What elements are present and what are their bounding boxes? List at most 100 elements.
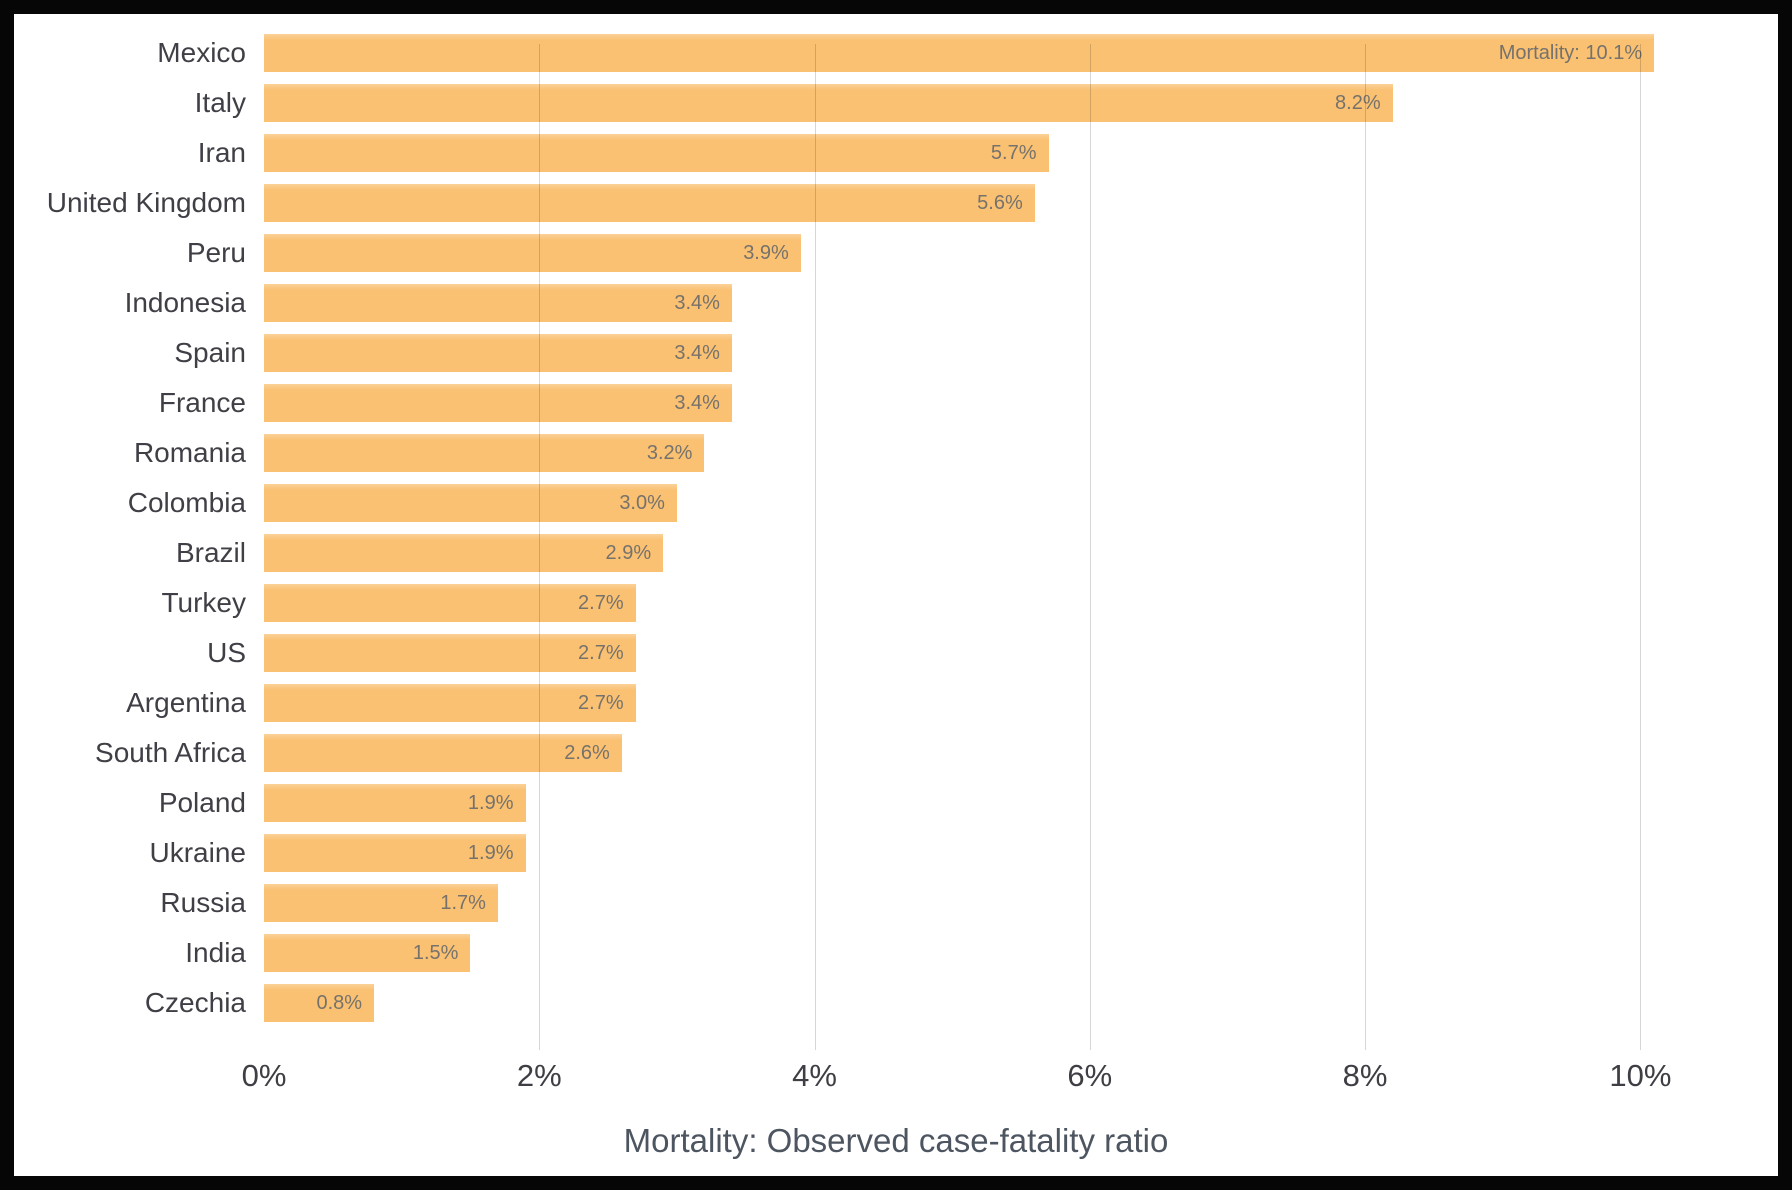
bar[interactable]: 5.7% — [264, 134, 1049, 172]
bar[interactable]: 1.9% — [264, 834, 526, 872]
category-label: Iran — [197, 137, 246, 168]
bar-value-label: 5.7% — [990, 142, 1037, 164]
bar-value-label: 5.6% — [977, 192, 1023, 214]
x-axis-tick-label: 10% — [1609, 1058, 1672, 1093]
bar-value-label: 3.4% — [674, 292, 720, 314]
bar-value-label: 0.8% — [316, 992, 363, 1014]
category-label: France — [158, 387, 246, 418]
category-label: Brazil — [175, 537, 246, 568]
bar[interactable]: 3.9% — [264, 234, 801, 272]
category-label: Italy — [194, 87, 246, 118]
bar-value-label: 3.4% — [674, 342, 720, 364]
bar-track: 1.5% — [264, 934, 1778, 972]
bar[interactable]: 2.7% — [264, 684, 636, 722]
bar-value-label: 2.7% — [578, 692, 624, 714]
bar-row: Spain 3.4% — [14, 328, 1778, 378]
category-label: Spain — [174, 337, 246, 368]
category-label: US — [207, 637, 246, 668]
bar[interactable]: 3.4% — [264, 284, 732, 322]
bar[interactable]: 3.4% — [264, 334, 732, 372]
bar-value-label: 2.7% — [578, 642, 624, 664]
bar[interactable]: 8.2% — [264, 84, 1393, 122]
bar-row: Peru 3.9% — [14, 228, 1778, 278]
bar-track: 2.9% — [264, 534, 1778, 572]
bar-value-label: 8.2% — [1335, 92, 1381, 114]
bar[interactable]: 3.2% — [264, 434, 705, 472]
bar-value-label: 1.5% — [412, 942, 459, 964]
category-label: Indonesia — [124, 287, 246, 318]
x-axis-tick-label: 6% — [1067, 1058, 1113, 1093]
bar-row: Iran 5.7% — [14, 128, 1778, 178]
bar[interactable]: 1.5% — [264, 934, 471, 972]
category-label: Turkey — [161, 587, 246, 618]
bar-rows: Mexico Mortality: 10.1% Italy 8.2% Iran 5.7% U… — [14, 28, 1778, 1028]
category-label: Colombia — [127, 487, 246, 518]
bar-row: Poland 1.9% — [14, 778, 1778, 828]
category-label: Mexico — [157, 37, 246, 68]
bar-row: Romania 3.2% — [14, 428, 1778, 478]
bar-row: Brazil 2.9% — [14, 528, 1778, 578]
bar-value-label: 3.0% — [619, 492, 665, 514]
category-label: South Africa — [95, 737, 246, 768]
bar-track: 2.7% — [264, 634, 1778, 672]
bar-track: 3.0% — [264, 484, 1778, 522]
bar-track: 1.7% — [264, 884, 1778, 922]
bar-row: India 1.5% — [14, 928, 1778, 978]
bar[interactable]: 2.7% — [264, 634, 636, 672]
bar-row: Turkey 2.7% — [14, 578, 1778, 628]
bar-track: 1.9% — [264, 834, 1778, 872]
category-label: Peru — [186, 237, 246, 268]
bar-value-label: Mortality: 10.1% — [1498, 42, 1643, 64]
x-axis-title: Mortality: Observed case-fatality ratio — [623, 1122, 1169, 1159]
bar-track: 2.7% — [264, 684, 1778, 722]
category-label: United Kingdom — [46, 187, 246, 218]
bar-value-label: 1.7% — [440, 892, 486, 914]
bar-row: South Africa 2.6% — [14, 728, 1778, 778]
bar[interactable]: 2.7% — [264, 584, 636, 622]
bar-row: Ukraine 1.9% — [14, 828, 1778, 878]
bar-value-label: 3.4% — [674, 392, 720, 414]
bar-row: United Kingdom 5.6% — [14, 178, 1778, 228]
bar-track: 8.2% — [264, 84, 1778, 122]
category-label: Czechia — [144, 987, 246, 1018]
bar[interactable]: 2.9% — [264, 534, 664, 572]
bar-row: France 3.4% — [14, 378, 1778, 428]
bar-track: 3.4% — [264, 384, 1778, 422]
bar[interactable]: Mortality: 10.1% — [264, 34, 1655, 72]
bar-track: 2.6% — [264, 734, 1778, 772]
bar-track: 3.2% — [264, 434, 1778, 472]
bar[interactable]: 2.6% — [264, 734, 622, 772]
bar[interactable]: 1.7% — [264, 884, 498, 922]
category-label: Argentina — [126, 687, 246, 718]
bar-row: US 2.7% — [14, 628, 1778, 678]
bar-track: Mortality: 10.1% — [264, 34, 1778, 72]
bar-track: 0.8% — [264, 984, 1778, 1022]
x-axis-tick-label: 4% — [792, 1058, 837, 1093]
mortality-bar-chart: Mexico Mortality: 10.1% Italy 8.2% Iran 5.7% U… — [14, 28, 1778, 1190]
bar-row: Italy 8.2% — [14, 78, 1778, 128]
bar-row: Czechia 0.8% — [14, 978, 1778, 1028]
x-axis-tick-labels: 0% 2% 4% 6% 8% 10% — [242, 1058, 1778, 1102]
bar-row: Russia 1.7% — [14, 878, 1778, 928]
bar-track: 5.6% — [264, 184, 1778, 222]
x-axis-tick-label: 0% — [241, 1058, 287, 1093]
bar-row: Colombia 3.0% — [14, 478, 1778, 528]
bar-value-label: 3.2% — [646, 442, 693, 464]
bar[interactable]: 1.9% — [264, 784, 526, 822]
bar[interactable]: 3.4% — [264, 384, 732, 422]
bar-value-label: 1.9% — [467, 842, 514, 864]
bar-track: 2.7% — [264, 584, 1778, 622]
bar-track: 3.4% — [264, 284, 1778, 322]
bar-row: Argentina 2.7% — [14, 678, 1778, 728]
bar[interactable]: 5.6% — [264, 184, 1035, 222]
x-axis-tick-label: 8% — [1342, 1058, 1388, 1093]
bar[interactable]: 3.0% — [264, 484, 677, 522]
bar-row: Indonesia 3.4% — [14, 278, 1778, 328]
bar-value-label: 3.9% — [743, 242, 789, 264]
bar[interactable]: 0.8% — [264, 984, 375, 1022]
category-label: Romania — [133, 437, 246, 468]
bar-value-label: 2.6% — [564, 742, 610, 764]
x-axis-tick-label: 2% — [516, 1058, 562, 1093]
bar-value-label: 2.7% — [578, 592, 624, 614]
bar-row: Mexico Mortality: 10.1% — [14, 28, 1778, 78]
